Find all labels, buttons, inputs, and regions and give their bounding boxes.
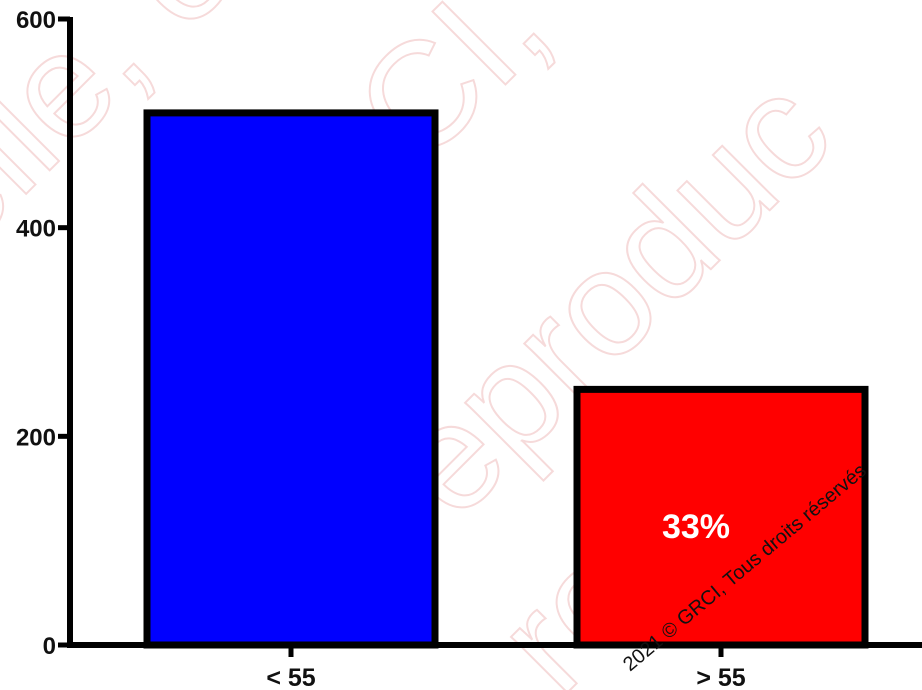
y-tick-label: 200 [16, 424, 56, 451]
bar-annotation: 33% [662, 508, 730, 546]
bar-over-55 [573, 385, 869, 649]
bars [143, 109, 869, 649]
bar-under-55 [143, 109, 439, 649]
y-tick-label: 600 [16, 7, 56, 34]
axes [58, 16, 922, 657]
y-tick-label: 0 [43, 633, 56, 660]
y-tick-label: 400 [16, 216, 56, 243]
x-tick-label: > 55 [696, 664, 745, 690]
x-tick-label: < 55 [266, 664, 315, 690]
